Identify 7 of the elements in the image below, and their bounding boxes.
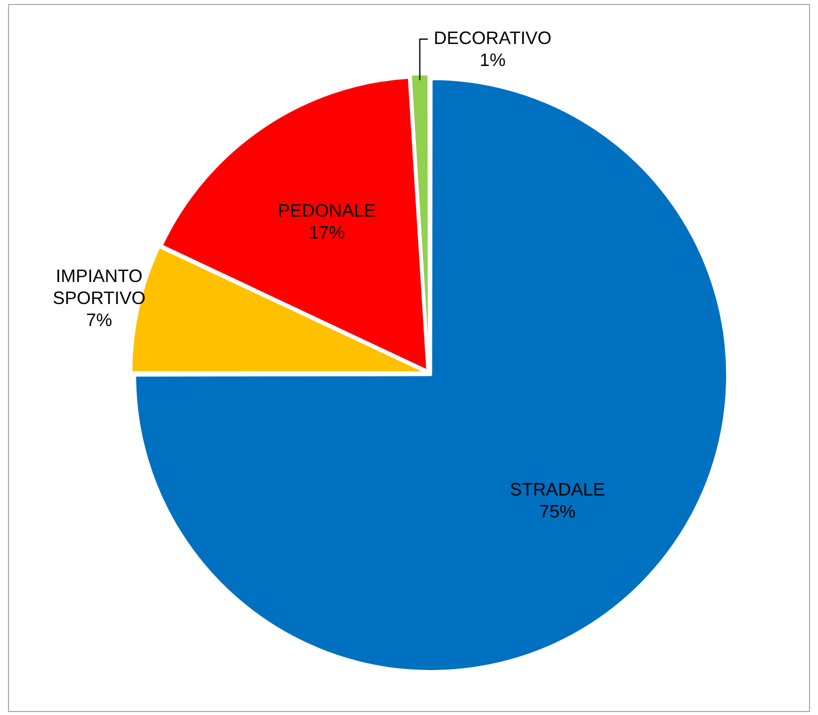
data-label: 17% bbox=[308, 222, 345, 243]
data-label: 7% bbox=[86, 310, 112, 330]
slice-label: STRADALE bbox=[510, 479, 605, 500]
data-label: 75% bbox=[539, 501, 576, 522]
data-label: 1% bbox=[480, 50, 506, 70]
slice-label: PEDONALE bbox=[278, 200, 376, 221]
slice-label: DECORATIVO bbox=[434, 28, 552, 48]
